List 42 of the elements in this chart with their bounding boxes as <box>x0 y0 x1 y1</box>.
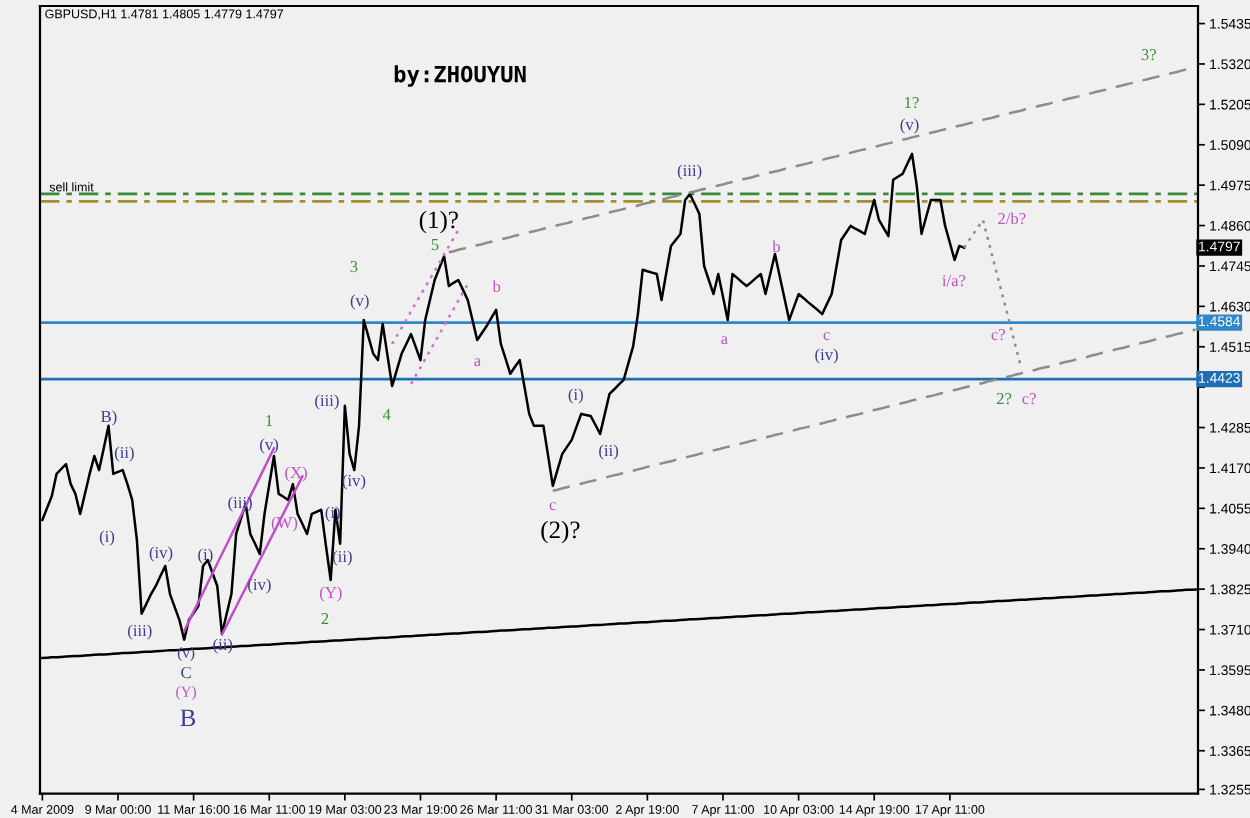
annotation: b <box>492 280 501 293</box>
annotation: (iv) <box>248 578 271 594</box>
annotation: c? <box>991 328 1005 341</box>
annotation: i/a? <box>942 274 966 287</box>
annotation: (v) <box>260 438 279 454</box>
annotation: 1 <box>266 415 273 427</box>
annotation: B) <box>101 410 117 426</box>
annotation: 5 <box>431 239 439 251</box>
annotation: 2/b? <box>998 212 1026 225</box>
annotation: 4 <box>382 409 391 421</box>
annotation: c <box>823 332 830 341</box>
annotation: 2 <box>321 612 329 625</box>
annotation: 2? <box>996 392 1012 405</box>
annotation: (2)? <box>541 520 580 544</box>
annotation: (iv) <box>815 348 838 364</box>
annotation: 3 <box>350 260 358 273</box>
annotation: c? <box>1022 392 1036 405</box>
annotation: (i) <box>198 548 213 564</box>
annotation: (v) <box>350 294 369 310</box>
annotation: (iii) <box>315 394 339 410</box>
annotation: (iii) <box>677 164 702 180</box>
annotation: (v) <box>900 118 919 134</box>
annotation: 1? <box>905 96 919 109</box>
annotation: (1)? <box>419 210 458 234</box>
annotation: (ii) <box>114 446 134 462</box>
annotation: a <box>721 336 728 345</box>
annotation: (iii) <box>128 624 152 640</box>
annotation: b <box>772 240 780 253</box>
annotation: B <box>180 709 196 727</box>
annotation: (i) <box>99 530 115 546</box>
annotation: (ii) <box>332 550 352 566</box>
annotation: 3? <box>1141 48 1156 61</box>
annotation: (i) <box>568 388 583 404</box>
annotation: c <box>549 502 556 511</box>
annotation: (X) <box>285 466 307 482</box>
line-series <box>409 282 469 386</box>
annotation: (Y) <box>319 586 342 602</box>
annotation: (ii) <box>599 444 619 460</box>
annotation: C <box>181 666 191 679</box>
annotation: a <box>474 358 481 367</box>
annotation: by:ZHOUYUN <box>394 65 526 87</box>
annotation: (iv) <box>149 546 173 562</box>
